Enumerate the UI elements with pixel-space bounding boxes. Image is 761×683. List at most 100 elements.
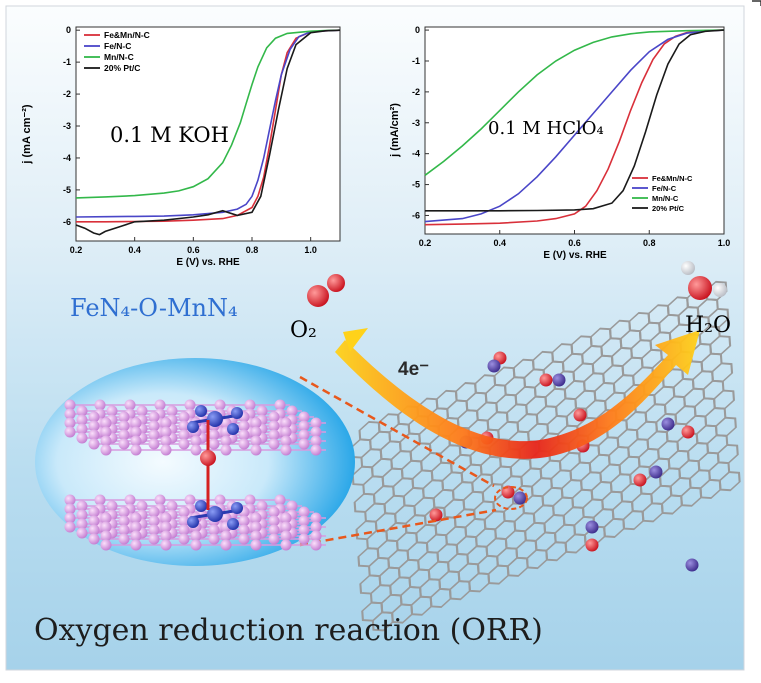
oxygen-atom-icon [585, 538, 599, 552]
y-tick-label: -6 [63, 217, 71, 227]
carbon-atom-icon [214, 399, 226, 411]
series-line [424, 29, 725, 176]
y-tick-label: -2 [412, 87, 420, 97]
koh-electrolyte-annotation: 0.1 M KOH [110, 123, 229, 147]
metal-atom-icon [552, 373, 566, 387]
electron-count-label: 4e⁻ [398, 359, 429, 380]
y-tick-label: -4 [63, 153, 71, 163]
carbon-atom-icon [238, 420, 250, 432]
carbon-atom-icon [250, 521, 262, 533]
nitrogen-atom-icon [195, 405, 207, 417]
legend-entry: Mn/N-C [104, 52, 134, 62]
x-tick-label: 1.0 [304, 245, 317, 255]
carbon-atom-icon [130, 521, 142, 533]
legend-entry: Fe&Mn/N-C [652, 174, 693, 183]
mn-atom-icon [207, 411, 223, 427]
koh-y-axis-label: j (mA cm⁻²) [21, 104, 33, 165]
carbon-atom-icon [208, 429, 220, 441]
carbon-atom-icon [238, 429, 250, 441]
series-line [425, 29, 725, 212]
hclo4-legend: Fe&Mn/N-CFe/N-CMn/N-C20% Pt/C [632, 174, 693, 213]
carbon-atom-icon [100, 539, 112, 551]
carbon-atom-icon [268, 429, 280, 441]
carbon-atom-icon [64, 503, 76, 515]
carbon-atom-icon [130, 539, 142, 551]
carbon-atom-icon [148, 438, 160, 450]
carbon-atom-icon [130, 417, 142, 429]
carbon-atom-icon [310, 512, 322, 524]
y-tick-label: -4 [412, 149, 420, 159]
carbon-atom-icon [244, 399, 256, 411]
x-tick-label: 0.6 [187, 245, 200, 255]
carbon-atom-icon [166, 500, 178, 512]
carbon-atom-icon [280, 539, 292, 551]
y-tick-label: -1 [63, 57, 71, 67]
carbon-atom-icon [100, 426, 112, 438]
carbon-atom-icon [64, 426, 76, 438]
carbon-atom-icon [178, 515, 190, 527]
carbon-atom-icon [124, 494, 136, 506]
carbon-atom-icon [220, 444, 232, 456]
carbon-atom-icon [208, 533, 220, 545]
h2o-molecule-icon [681, 261, 727, 300]
corner-mark [752, 0, 761, 6]
hclo4-electrolyte-annotation: 0.1 M HClO₄ [488, 118, 604, 139]
carbon-atom-icon [220, 435, 232, 447]
carbon-atom-icon [88, 506, 100, 518]
carbon-atom-icon [178, 533, 190, 545]
legend-entry: Fe&Mn/N-C [104, 30, 150, 40]
nitrogen-atom-icon [231, 407, 243, 419]
carbon-atom-icon [250, 417, 262, 429]
y-tick-label: -2 [63, 89, 71, 99]
carbon-atom-icon [88, 533, 100, 545]
carbon-atom-icon [250, 435, 262, 447]
carbon-atom-icon [286, 405, 298, 417]
carbon-atom-icon [76, 500, 88, 512]
carbon-atom-icon [130, 444, 142, 456]
carbon-atom-icon [136, 405, 148, 417]
nitrogen-atom-icon [227, 518, 239, 530]
carbon-atom-icon [268, 438, 280, 450]
carbon-atom-icon [118, 524, 130, 536]
carbon-atom-icon [280, 512, 292, 524]
carbon-atom-icon [130, 512, 142, 524]
hclo4-chart: 0.2 0.4 0.6 0.8 1.00-1-2-3-4-5-6 j (mA/cm²) … [389, 25, 730, 261]
carbon-atom-icon [154, 399, 166, 411]
carbon-atom-icon [220, 539, 232, 551]
carbon-atom-icon [274, 494, 286, 506]
carbon-atom-icon [160, 426, 172, 438]
carbon-atom-icon [166, 405, 178, 417]
carbon-atom-icon [190, 435, 202, 447]
scheme-title: Oxygen reduction reaction (ORR) [34, 613, 543, 648]
series-line [75, 29, 341, 199]
koh-plot-frame [75, 26, 341, 242]
reactant-label: O₂ [290, 318, 317, 343]
carbon-atom-icon [178, 438, 190, 450]
carbon-atom-icon [178, 411, 190, 423]
carbon-atom-icon [298, 420, 310, 432]
carbon-atom-icon [106, 500, 118, 512]
carbon-atom-icon [256, 500, 268, 512]
carbon-atom-icon [310, 444, 322, 456]
carbon-atom-icon [280, 521, 292, 533]
y-tick-label: -3 [63, 121, 71, 131]
series-line [75, 29, 341, 236]
carbon-atom-icon [238, 533, 250, 545]
carbon-atom-icon [88, 429, 100, 441]
carbon-atom-icon [310, 521, 322, 533]
legend-entry: 20% Pt/C [652, 204, 685, 213]
carbon-atom-icon [94, 494, 106, 506]
carbon-atom-icon [238, 515, 250, 527]
carbon-atom-icon [106, 405, 118, 417]
y-tick-label: 0 [66, 25, 71, 35]
carbon-atom-icon [76, 518, 88, 530]
carbon-atom-icon [250, 539, 262, 551]
carbon-atom-icon [88, 411, 100, 423]
four-electron-arrow [335, 330, 700, 459]
reaction-arrow [335, 328, 700, 459]
metal-atom-icon [661, 417, 675, 431]
nitrogen-atom-icon [195, 500, 207, 512]
carbon-atom-icon [178, 429, 190, 441]
metal-atom-icon [585, 520, 599, 534]
